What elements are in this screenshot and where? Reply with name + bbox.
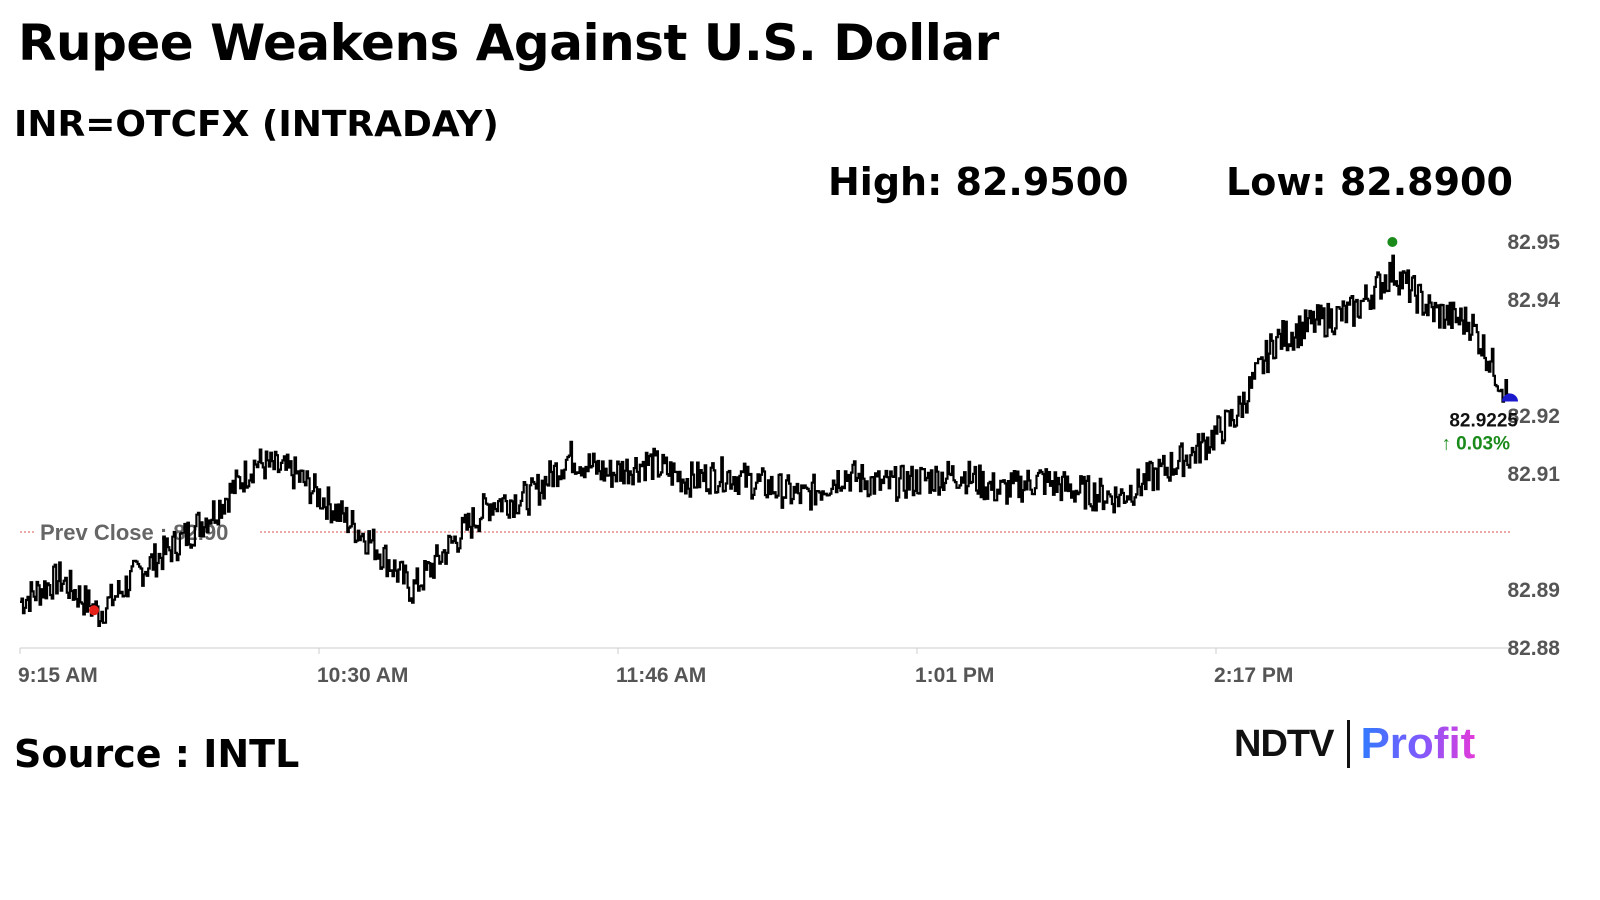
logo-divider bbox=[1347, 720, 1351, 768]
y-tick-label: 82.89 bbox=[1507, 579, 1560, 602]
x-tick-label: 9:15 AM bbox=[18, 664, 98, 687]
ndtv-profit-logo: NDTV Profit bbox=[1234, 716, 1475, 772]
source-label: Source : INTL bbox=[14, 732, 300, 776]
low-marker bbox=[89, 605, 99, 616]
y-tick-label: 82.94 bbox=[1507, 289, 1560, 312]
intraday-chart: 82.95 82.94 82.92 82.91 82.89 82.88 9:15 AM 10:… bbox=[18, 231, 1560, 687]
logo-profit: Profit bbox=[1360, 719, 1476, 768]
x-tick-label: 10:30 AM bbox=[317, 664, 408, 687]
price-line bbox=[20, 254, 1512, 628]
last-value-label: 82.9225 bbox=[1449, 411, 1518, 432]
low-value: Low: 82.8900 bbox=[1226, 160, 1513, 204]
high-value: High: 82.9500 bbox=[828, 160, 1129, 204]
logo-ndtv: NDTV bbox=[1234, 722, 1334, 765]
x-tick-label: 11:46 AM bbox=[616, 664, 706, 687]
y-tick-label: 82.91 bbox=[1507, 463, 1560, 486]
change-label: ↑ 0.03% bbox=[1441, 434, 1510, 455]
x-tick-label: 2:17 PM bbox=[1214, 664, 1293, 687]
y-tick-label: 82.92 bbox=[1507, 405, 1560, 428]
x-tick-label: 1:01 PM bbox=[915, 664, 994, 687]
chart-subtitle: INR=OTCFX (INTRADAY) bbox=[14, 104, 499, 145]
prev-close-label-bg bbox=[36, 518, 258, 546]
last-price-marker bbox=[1502, 393, 1518, 402]
chart-title: Rupee Weakens Against U.S. Dollar bbox=[18, 14, 999, 72]
y-tick-label: 82.88 bbox=[1507, 637, 1560, 660]
high-marker bbox=[1387, 237, 1398, 247]
y-tick-label: 82.95 bbox=[1507, 231, 1560, 254]
